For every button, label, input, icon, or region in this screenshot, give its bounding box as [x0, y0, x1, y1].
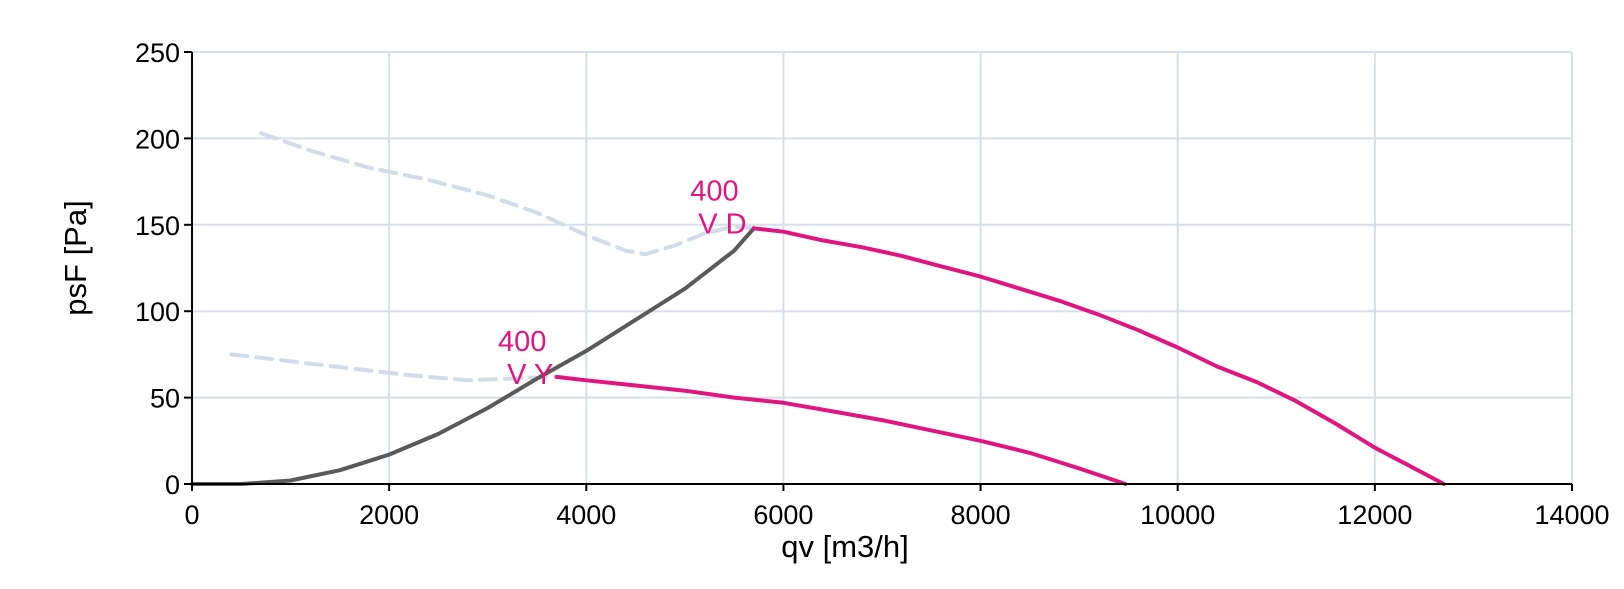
x-tick-label: 2000: [359, 500, 419, 530]
series-line-solid-magenta: [554, 374, 1128, 486]
y-tick-label: 100: [135, 297, 180, 327]
x-tick-label: 14000: [1534, 500, 1609, 530]
curve-label-line: V D: [698, 209, 746, 241]
data-series: [190, 131, 1446, 486]
grid-lines: [192, 51, 1573, 484]
x-axis-title: qv [m3/h]: [781, 529, 909, 564]
curve-label: 400 V Y: [498, 326, 553, 391]
x-tick-labels: 0 2000 4000 6000 8000 10000 12000 14000: [184, 500, 1609, 530]
y-tick-label: 200: [135, 124, 180, 154]
x-tick-label: 8000: [951, 500, 1011, 530]
y-tick-label: 0: [165, 470, 180, 500]
series-line-dashed-light: [259, 131, 756, 257]
y-tick-label: 150: [135, 211, 180, 241]
x-tick-label: 4000: [556, 500, 616, 530]
curve-label-line: 400: [498, 326, 546, 358]
curve-label-line: 400: [690, 176, 738, 208]
axes: [184, 51, 1573, 491]
series-line-solid-gray: [190, 226, 756, 486]
x-tick-label: 0: [184, 500, 199, 530]
series-line-dashed-light: [229, 352, 559, 383]
curve-label: 400 V D: [690, 176, 746, 241]
x-tick-label: 6000: [753, 500, 813, 530]
x-tick-label: 12000: [1337, 500, 1412, 530]
x-tick-label: 10000: [1140, 500, 1215, 530]
curve-label-line: V Y: [507, 359, 553, 391]
y-tick-label: 50: [150, 384, 180, 414]
y-tick-labels: 0 50 100 150 200 250: [135, 38, 180, 500]
y-axis-title: psF [Pa]: [58, 200, 93, 315]
series-line-solid-magenta: [751, 226, 1446, 486]
y-tick-label: 250: [135, 38, 180, 68]
